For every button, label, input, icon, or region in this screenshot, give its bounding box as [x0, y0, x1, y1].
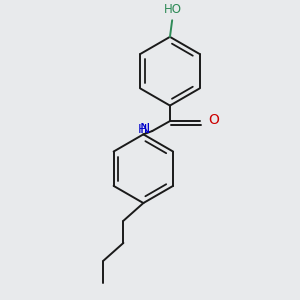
Text: N: N: [140, 122, 150, 136]
Text: H: H: [137, 123, 147, 136]
Text: HO: HO: [164, 3, 182, 16]
Text: O: O: [208, 113, 219, 127]
